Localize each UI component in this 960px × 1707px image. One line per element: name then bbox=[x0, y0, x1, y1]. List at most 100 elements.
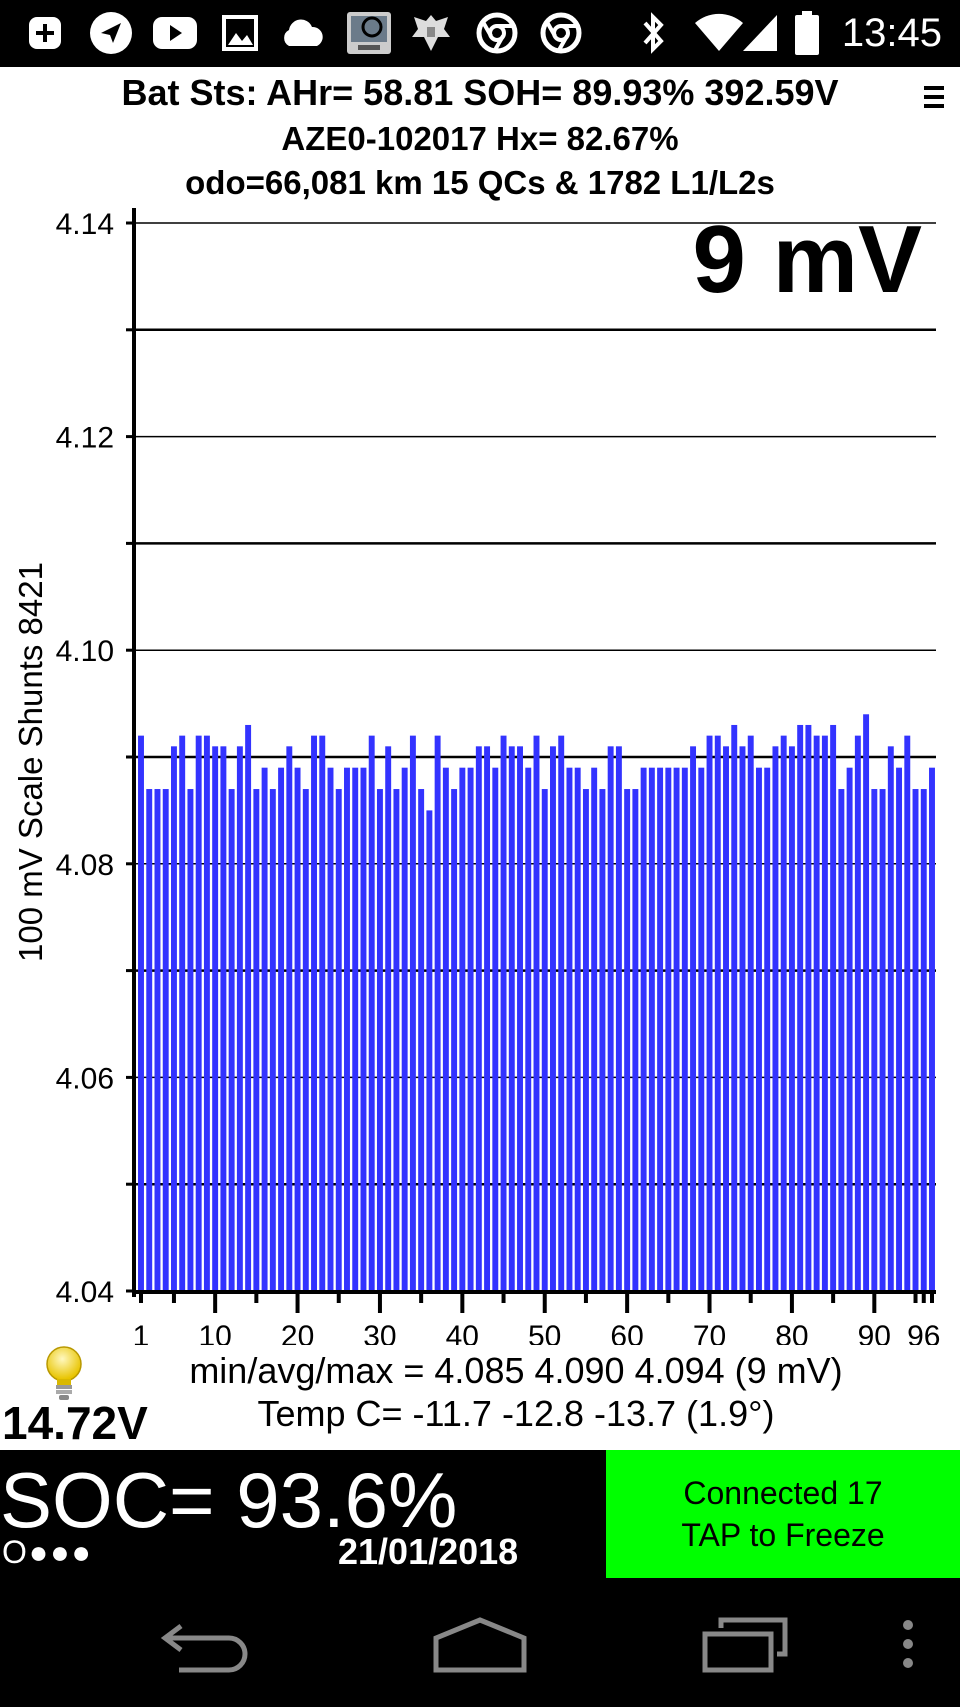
cell-bar bbox=[352, 767, 359, 1291]
x-tick-label: 10 bbox=[199, 1320, 232, 1345]
cell-bar bbox=[846, 767, 853, 1291]
battery-icon bbox=[792, 10, 822, 56]
x-tick-label: 50 bbox=[528, 1320, 561, 1345]
cell-bar bbox=[170, 746, 177, 1291]
cell-bar bbox=[500, 735, 507, 1291]
bluetooth-icon bbox=[636, 10, 672, 56]
overflow-menu-icon[interactable] bbox=[886, 1580, 930, 1707]
cell-bar bbox=[475, 746, 482, 1291]
x-tick-label: 30 bbox=[363, 1320, 396, 1345]
state-of-charge: SOC= 93.6% bbox=[0, 1456, 458, 1544]
y-tick-label: 4.10 bbox=[56, 635, 114, 668]
cell-bar bbox=[854, 735, 861, 1291]
cell-bar bbox=[566, 767, 573, 1291]
x-tick-label: 1 bbox=[133, 1320, 150, 1345]
y-tick-label: 4.06 bbox=[56, 1062, 114, 1095]
cell-bar bbox=[830, 724, 837, 1291]
temperature-stats: Temp C= -11.7 -12.8 -13.7 (1.9°) bbox=[257, 1393, 775, 1434]
cell-bar bbox=[541, 789, 548, 1291]
cell-bar bbox=[624, 789, 631, 1291]
cell-bar bbox=[533, 735, 540, 1291]
connection-freeze-button[interactable]: Connected 17 TAP to Freeze bbox=[606, 1450, 960, 1578]
chrome-icon bbox=[538, 10, 584, 56]
cell-bar bbox=[558, 735, 565, 1291]
signal-icon bbox=[740, 10, 780, 56]
cell-bar bbox=[772, 746, 779, 1291]
image-icon bbox=[218, 10, 262, 56]
cell-bar bbox=[467, 767, 474, 1291]
cell-bar bbox=[508, 746, 515, 1291]
cloud-icon bbox=[278, 10, 328, 56]
cell-bar bbox=[912, 789, 919, 1291]
menu-icon[interactable] bbox=[922, 82, 946, 112]
cell-bar bbox=[879, 789, 886, 1291]
y-axis-label: 100 mV Scale Shunts 8421 bbox=[12, 562, 49, 962]
cell-bar bbox=[517, 746, 523, 1291]
aux-battery-voltage: 14.72V bbox=[2, 1397, 148, 1449]
clock: 13:45 bbox=[841, 11, 942, 55]
cell-bar bbox=[442, 767, 449, 1291]
cell-bar bbox=[220, 746, 227, 1291]
cell-bar bbox=[138, 735, 144, 1291]
cell-bar bbox=[203, 735, 210, 1291]
y-tick-label: 4.14 bbox=[56, 208, 114, 241]
cell-bar bbox=[261, 767, 268, 1291]
cell-bar bbox=[451, 789, 458, 1291]
cell-bar bbox=[698, 767, 705, 1291]
recents-icon[interactable] bbox=[690, 1580, 800, 1707]
lightbulb-icon bbox=[40, 1344, 90, 1404]
cell-bar bbox=[154, 789, 161, 1291]
cell-bar bbox=[434, 735, 441, 1291]
add-icon bbox=[22, 10, 68, 56]
cell-voltage-chart[interactable]: 4.14 4.12 4.10 4.08 4.06 4.04 1 10 20 30 40 50 60 70 8… bbox=[0, 195, 960, 1345]
vehicle-id-line: AZE0-102017 Hx= 82.67% bbox=[281, 120, 679, 157]
date-label: 21/01/2018 bbox=[338, 1531, 519, 1572]
voltage-spread-label: 9 mV bbox=[693, 206, 922, 313]
cell-bar bbox=[393, 789, 400, 1291]
cell-bar bbox=[401, 767, 408, 1291]
cell-bar bbox=[788, 746, 795, 1291]
cell-bar bbox=[385, 746, 392, 1291]
cell-bar bbox=[648, 767, 655, 1291]
cell-bar bbox=[360, 767, 367, 1291]
status-dots: O●●● bbox=[2, 1534, 93, 1570]
y-tick-label: 4.04 bbox=[56, 1276, 114, 1309]
odometer-line: odo=66,081 km 15 QCs & 1782 L1/L2s bbox=[185, 164, 775, 201]
cell-bar bbox=[896, 767, 903, 1291]
cell-bar bbox=[245, 724, 252, 1291]
cell-bar bbox=[228, 789, 235, 1291]
cell-bar bbox=[690, 746, 697, 1291]
cell-bar bbox=[739, 746, 746, 1291]
youtube-icon bbox=[150, 10, 200, 56]
cell-bar bbox=[319, 735, 326, 1291]
cell-bar bbox=[887, 746, 894, 1291]
cell-bar bbox=[418, 789, 425, 1291]
back-icon[interactable] bbox=[150, 1580, 260, 1707]
cell-bar bbox=[525, 767, 532, 1291]
x-tick-label: 90 bbox=[858, 1320, 891, 1345]
cell-bar bbox=[426, 810, 433, 1291]
home-icon[interactable] bbox=[420, 1580, 540, 1707]
cell-bar bbox=[179, 735, 186, 1291]
app-thumbnail-icon bbox=[344, 10, 394, 56]
cell-bar bbox=[863, 714, 870, 1291]
cell-bar bbox=[146, 789, 153, 1291]
cell-bar bbox=[821, 735, 828, 1291]
cell-bar bbox=[162, 789, 169, 1291]
x-tick-label: 96 bbox=[907, 1320, 940, 1345]
cell-bar bbox=[236, 746, 243, 1291]
cell-bar bbox=[484, 746, 491, 1291]
cell-bar bbox=[904, 735, 911, 1291]
cell-bar bbox=[756, 767, 762, 1291]
wifi-icon bbox=[692, 10, 746, 56]
x-tick-label: 60 bbox=[610, 1320, 643, 1345]
cell-bar bbox=[657, 767, 664, 1291]
cell-bar bbox=[550, 746, 556, 1291]
cell-bar bbox=[681, 767, 688, 1291]
cell-bar bbox=[409, 735, 416, 1291]
emblem-icon bbox=[406, 10, 456, 56]
cell-bar bbox=[574, 767, 581, 1291]
cell-bar bbox=[376, 789, 383, 1291]
cell-bar bbox=[640, 767, 647, 1291]
cell-bar bbox=[805, 724, 812, 1291]
